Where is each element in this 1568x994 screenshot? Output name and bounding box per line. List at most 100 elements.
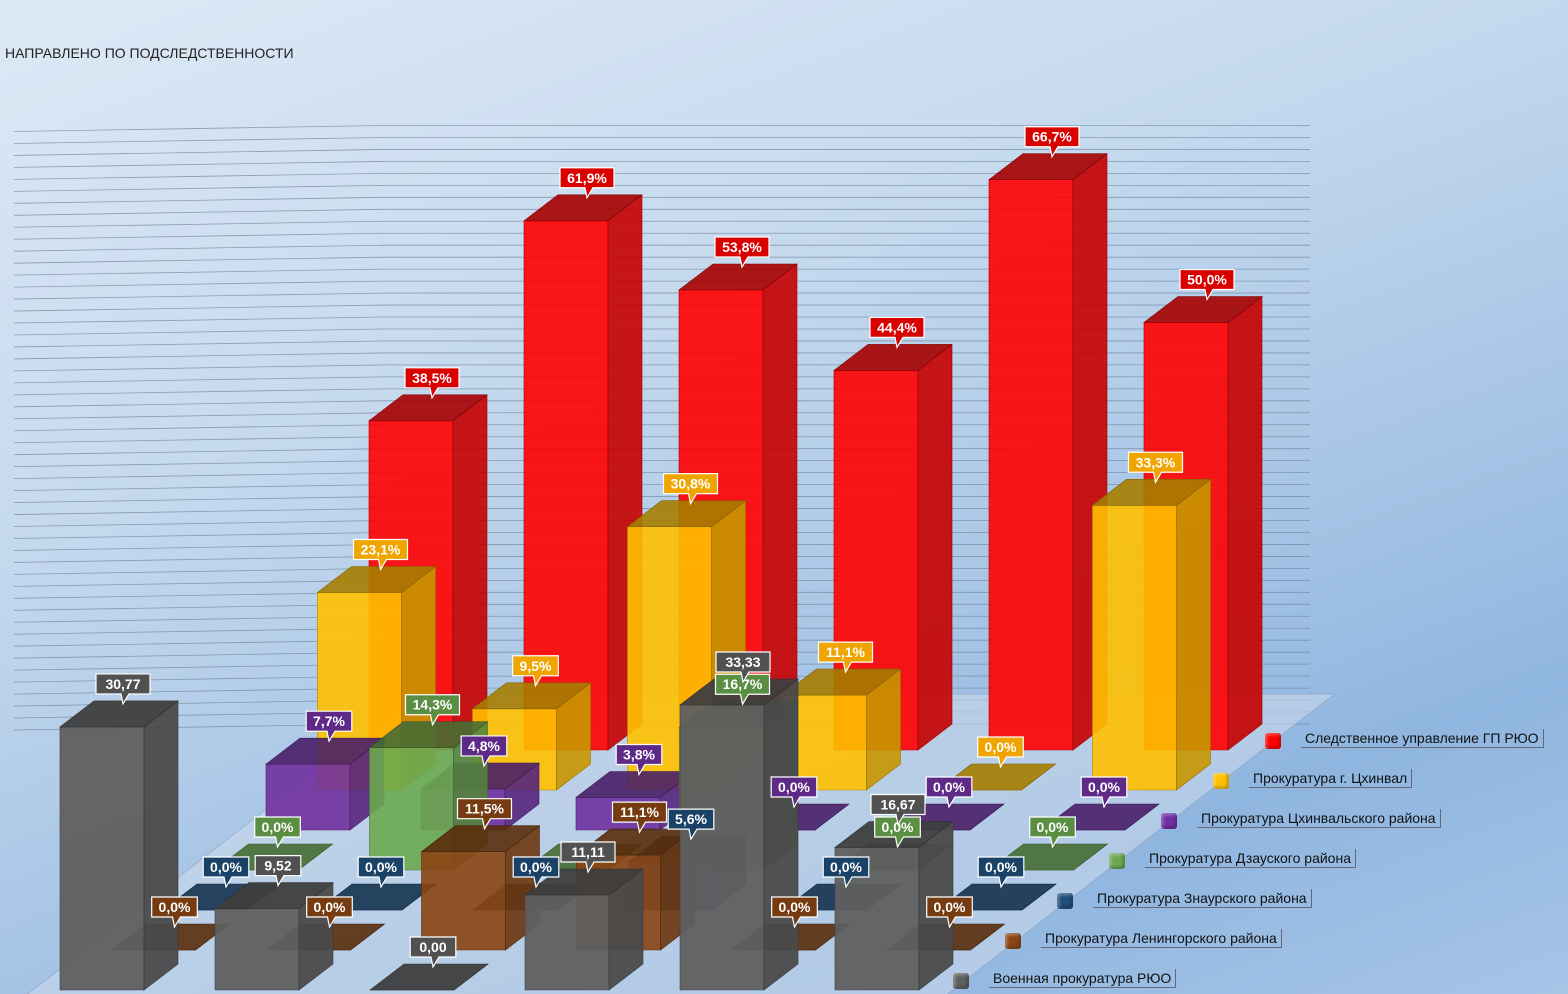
- data-label-text: 23,1%: [361, 541, 401, 557]
- data-label: 50,0%: [1179, 268, 1235, 302]
- grid-line-side: [13, 352, 384, 360]
- grid-line-side: [13, 292, 384, 300]
- grid-line-side: [13, 208, 384, 216]
- grid-line-side: [13, 220, 384, 228]
- grid-line-side: [13, 328, 384, 336]
- data-label: 0,0%: [1080, 776, 1128, 809]
- data-label-text: 0,0%: [1037, 819, 1069, 835]
- data-label-box: [615, 743, 663, 777]
- grid-line-side: [13, 340, 384, 348]
- grid-line-side: [13, 436, 384, 444]
- data-label-text: 0,0%: [985, 739, 1017, 755]
- bar-front: [988, 179, 1074, 751]
- data-label-text: 0,0%: [520, 859, 552, 875]
- data-label: 0,0%: [874, 816, 921, 849]
- data-label: 0,0%: [925, 776, 973, 809]
- data-label: 0,0%: [306, 896, 353, 929]
- bar-top: [1091, 478, 1212, 506]
- bar-top: [1143, 296, 1263, 323]
- data-label: 66,7%: [1024, 126, 1080, 159]
- data-label-text: 30,8%: [671, 476, 711, 492]
- data-label-box: [512, 655, 559, 688]
- data-label-box: [409, 936, 457, 969]
- bar: [1091, 478, 1212, 791]
- grid-line-side: [13, 161, 384, 168]
- data-label: 23,1%: [352, 538, 409, 572]
- grid-line-side: [13, 232, 384, 240]
- bar-front: [214, 908, 300, 991]
- data-label-text: 61,9%: [567, 170, 607, 186]
- data-label-box: [662, 473, 719, 506]
- bar-front: [679, 704, 765, 991]
- grid-line-side: [13, 196, 384, 204]
- data-label-text: 9,5%: [520, 658, 552, 674]
- data-label-box: [202, 856, 250, 889]
- data-label-box: [1127, 451, 1184, 484]
- data-label: 3,8%: [615, 743, 663, 777]
- data-label: 61,9%: [559, 167, 615, 200]
- data-label-text: 11,5%: [465, 801, 504, 817]
- data-label: 53,8%: [714, 236, 770, 269]
- data-label-text: 44,4%: [877, 319, 917, 335]
- data-label: 0,0%: [977, 736, 1024, 769]
- data-label: 0,0%: [771, 896, 818, 929]
- grid-line-side: [13, 424, 384, 432]
- data-label-text: 0,0%: [882, 819, 914, 835]
- grid-line-side: [13, 280, 384, 288]
- data-label-text: 0,0%: [933, 779, 965, 795]
- data-label-box: [1179, 268, 1235, 302]
- data-label: 16,67: [870, 793, 926, 827]
- data-label-box: [559, 167, 615, 200]
- data-label-box: [822, 856, 870, 889]
- data-label: 0,0%: [357, 856, 405, 889]
- data-label-text: 7,7%: [313, 713, 345, 729]
- data-labels: 38,5% 61,9% 53,8% 44,4% 66,7% 50,0% 23,1% 9,5% 3…: [95, 126, 1235, 969]
- data-label-box: [352, 538, 409, 572]
- data-label-text: 0,0%: [262, 819, 294, 835]
- data-label-text: 14,3%: [413, 697, 453, 713]
- data-label-box: [714, 673, 771, 706]
- grid-line-side: [13, 579, 384, 587]
- data-label-box: [151, 896, 198, 929]
- bar-top: [523, 194, 643, 222]
- bar-side: [1176, 478, 1211, 791]
- bar-front: [59, 726, 145, 991]
- bar: [420, 825, 541, 951]
- data-label: 11,1%: [611, 801, 668, 834]
- data-label-text: 11,1%: [620, 804, 659, 820]
- data-label-text: 9,52: [264, 858, 291, 874]
- bar-top: [626, 500, 747, 528]
- bar-front: [524, 894, 610, 991]
- data-label: 0,0%: [1029, 816, 1076, 849]
- data-label-text: 30,77: [105, 676, 140, 692]
- data-label-box: [404, 367, 460, 400]
- data-label-box: [926, 896, 973, 929]
- grid-line-side: [13, 388, 384, 396]
- data-label-text: 0,0%: [210, 859, 242, 875]
- data-label: 30,77: [95, 673, 151, 706]
- grid-line-side: [13, 556, 384, 563]
- data-label-text: 0,0%: [778, 779, 810, 795]
- bar-side: [917, 343, 953, 751]
- grid-line-side: [13, 448, 384, 456]
- bar-top: [420, 825, 541, 853]
- data-label: 33,3%: [1127, 451, 1184, 484]
- data-label: 33,33: [715, 651, 771, 684]
- grid-line-side: [13, 472, 384, 480]
- data-label: 0,0%: [977, 856, 1025, 889]
- data-label: 0,0%: [770, 776, 818, 809]
- data-label-box: [715, 651, 771, 684]
- grid-line-side: [13, 125, 384, 132]
- data-label-box: [306, 896, 353, 929]
- data-label-box: [404, 694, 461, 727]
- data-label-text: 0,0%: [779, 899, 811, 915]
- grid-line-side: [13, 172, 384, 180]
- data-label-text: 11,1%: [826, 644, 865, 660]
- data-label-text: 66,7%: [1032, 129, 1072, 145]
- data-label: 38,5%: [404, 367, 460, 400]
- bar: [988, 153, 1108, 751]
- data-label-box: [1024, 126, 1080, 159]
- grid-line-side: [13, 484, 384, 491]
- bar: [524, 868, 644, 991]
- data-label-text: 0,0%: [365, 859, 397, 875]
